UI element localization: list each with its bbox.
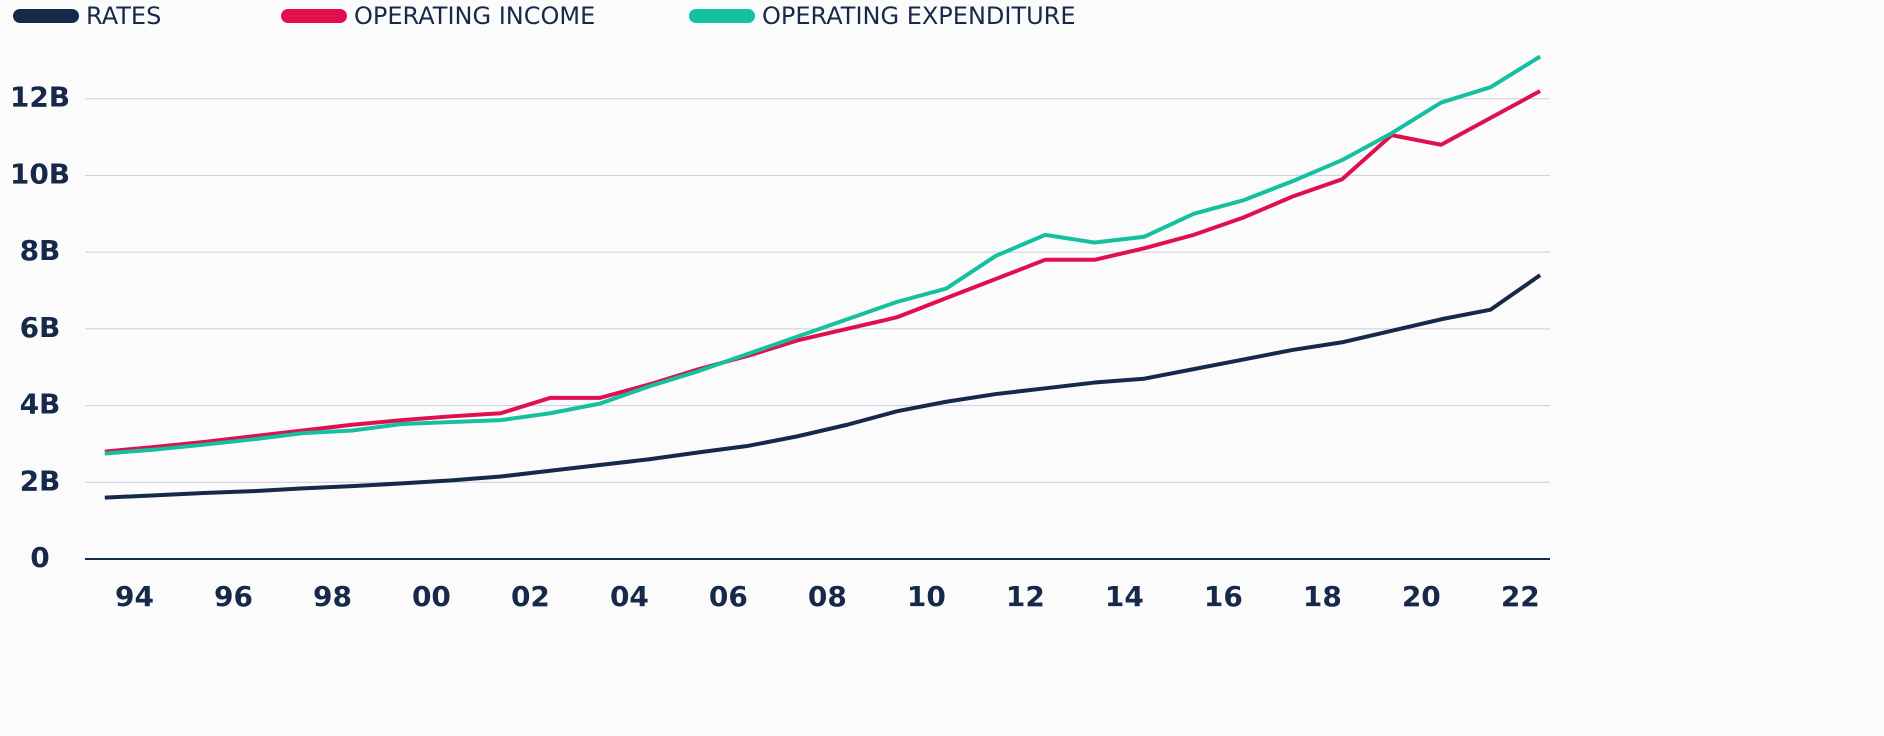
x-tick-label: 06 [709, 580, 748, 613]
y-tick-label: 4B [20, 388, 61, 421]
y-tick-label: 0 [30, 541, 49, 574]
x-tick-label: 94 [115, 580, 154, 613]
x-tick-label: 16 [1204, 580, 1243, 613]
x-tick-label: 22 [1501, 580, 1540, 613]
x-tick-label: 08 [808, 580, 847, 613]
x-tick-label: 96 [214, 580, 253, 613]
x-tick-label: 18 [1303, 580, 1342, 613]
y-tick-label: 12B [10, 81, 70, 114]
y-tick-label: 6B [20, 311, 61, 344]
legend-label: RATES [86, 2, 161, 30]
x-tick-label: 14 [1105, 580, 1144, 613]
legend-label: OPERATING EXPENDITURE [762, 2, 1076, 30]
series-line [104, 89, 1542, 454]
x-tick-label: 00 [412, 580, 451, 613]
series-line [104, 273, 1542, 500]
x-tick-label: 98 [313, 580, 352, 613]
x-tick-label: 02 [511, 580, 550, 613]
x-tick-label: 12 [1006, 580, 1045, 613]
x-tick-label: 20 [1402, 580, 1441, 613]
y-tick-label: 10B [10, 157, 70, 190]
series-line [104, 54, 1542, 456]
y-tick-label: 2B [20, 464, 61, 497]
x-tick-label: 10 [907, 580, 946, 613]
y-tick-label: 8B [20, 234, 61, 267]
legend-label: OPERATING INCOME [354, 2, 595, 30]
x-tick-label: 04 [610, 580, 649, 613]
